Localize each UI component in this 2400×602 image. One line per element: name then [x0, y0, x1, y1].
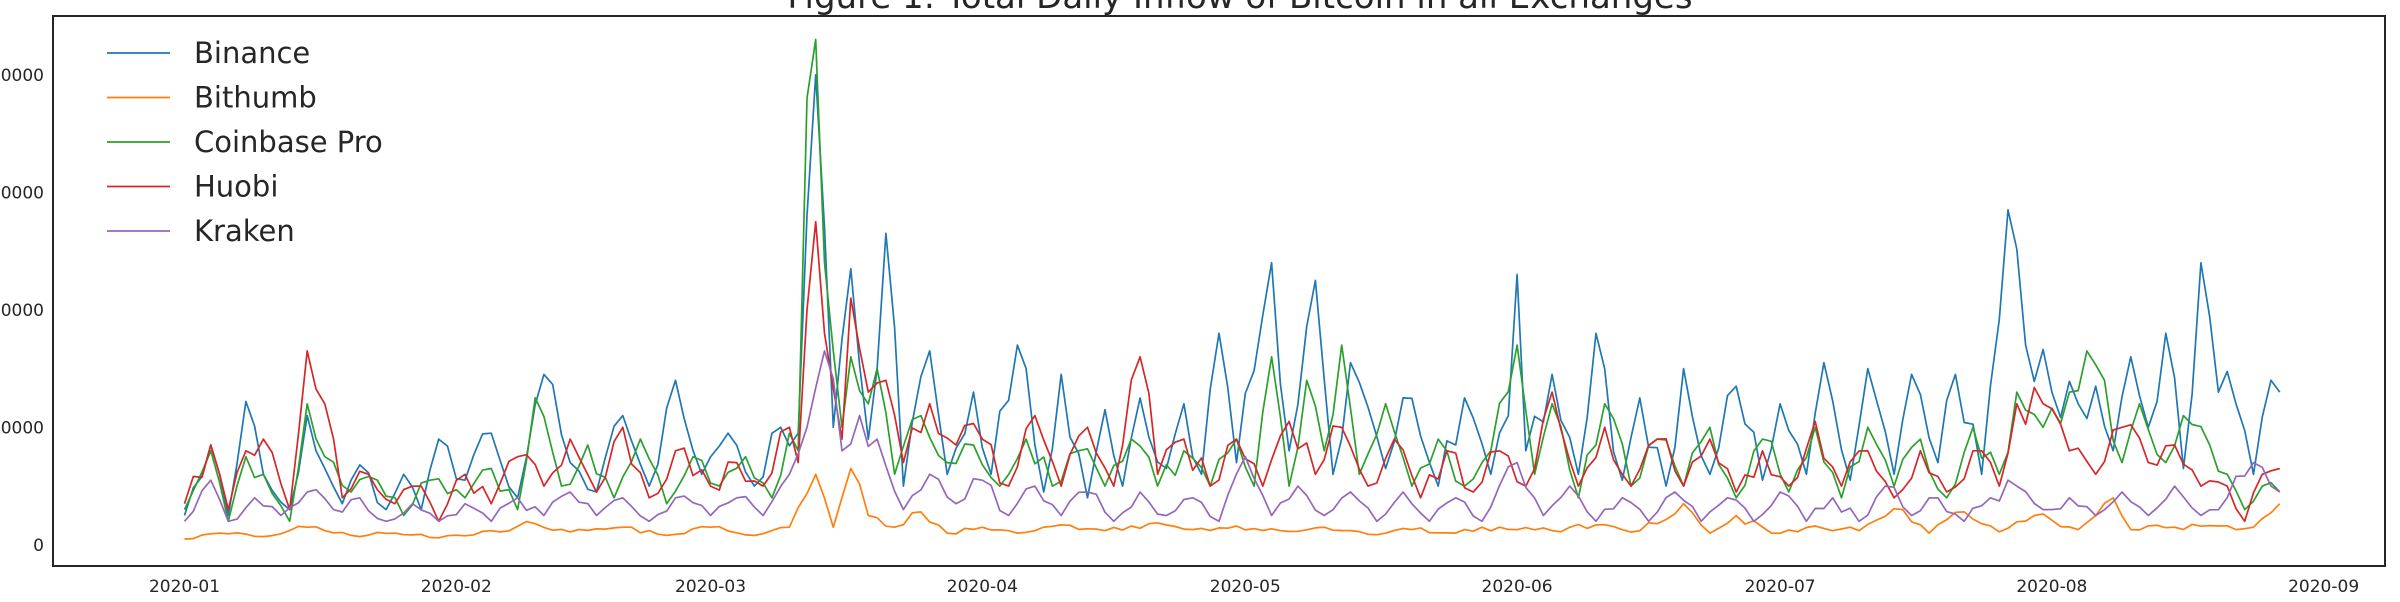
x-tick-label: 2020-02: [421, 577, 492, 597]
x-tick-label: 2020-09: [2288, 577, 2359, 597]
y-tick-label: 0: [33, 536, 44, 556]
series-lines: [183, 38, 2281, 540]
x-tick-label: 2020-03: [675, 577, 746, 597]
plot-frame: [52, 15, 2386, 567]
x-tick-label: 2020-05: [1210, 577, 1281, 597]
x-axis: 2020-01 2020-02 2020-03 2020-04 2020-05 2020-…: [149, 577, 2359, 597]
y-tick-label: 30000: [0, 183, 44, 203]
legend-label: Binance: [194, 36, 310, 70]
y-axis: 0 10000 20000 30000 40000: [0, 66, 44, 556]
series-line-kraken: [183, 350, 2281, 523]
legend-label: Huobi: [194, 170, 278, 204]
legend-label: Kraken: [194, 214, 295, 248]
legend-label: Coinbase Pro: [194, 125, 383, 159]
legend-label: Bithumb: [194, 81, 317, 115]
y-tick-label: 10000: [0, 418, 44, 438]
x-tick-label: 2020-08: [2016, 577, 2087, 597]
chart-title: Figure 1: Total Daily Inflow of Bitcoin …: [787, 0, 1692, 17]
x-tick-label: 2020-04: [947, 577, 1018, 597]
x-tick-label: 2020-06: [1482, 577, 1553, 597]
x-tick-label: 2020-01: [149, 577, 220, 597]
legend: Binance Bithumb Coinbase Pro Huobi Kraken: [107, 36, 383, 248]
x-tick-label: 2020-07: [1745, 577, 1816, 597]
series-line-huobi: [183, 220, 2281, 523]
y-tick-label: 20000: [0, 301, 44, 321]
series-line-bithumb: [184, 467, 2281, 540]
y-tick-label: 40000: [0, 66, 44, 86]
